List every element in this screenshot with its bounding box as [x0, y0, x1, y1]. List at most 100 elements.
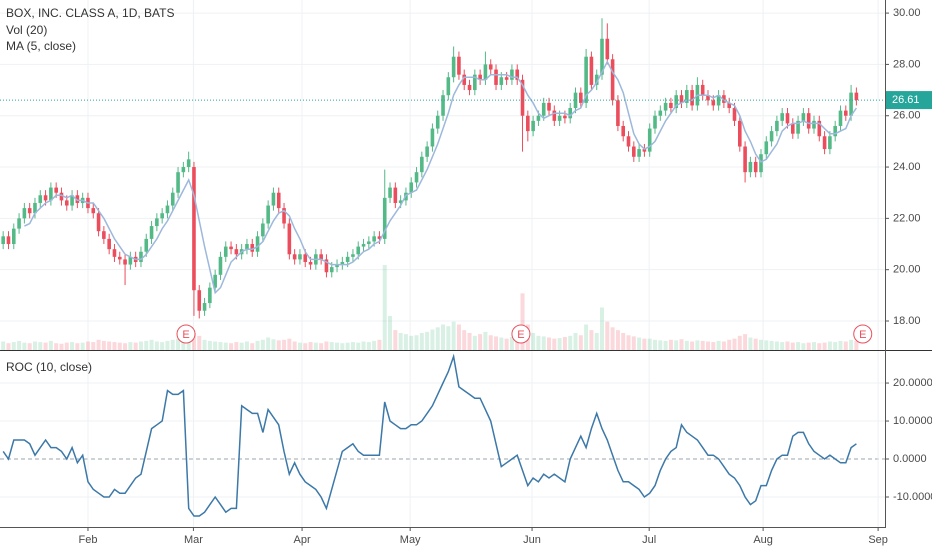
candle-body — [626, 136, 631, 147]
candle-body — [308, 261, 313, 265]
candle-body — [377, 236, 382, 239]
volume-bar — [658, 340, 663, 350]
volume-bar — [202, 339, 207, 350]
volume-bar — [811, 342, 816, 350]
volume-bar — [769, 340, 774, 350]
volume-bar — [849, 339, 854, 350]
volume-bar — [64, 342, 69, 350]
volume-bar — [679, 339, 684, 350]
volume-bar — [176, 338, 181, 350]
volume-bar — [292, 341, 297, 350]
candle-body — [329, 267, 334, 273]
volume-bar — [266, 337, 271, 350]
x-tick-label: Apr — [294, 534, 311, 546]
volume-bar — [329, 342, 334, 350]
candle-body — [91, 208, 96, 214]
candle-body — [255, 236, 260, 252]
volume-bar — [207, 340, 212, 350]
volume-bar — [260, 339, 265, 350]
candle-body — [637, 149, 641, 157]
candle-body — [202, 303, 207, 311]
volume-bar — [531, 333, 536, 350]
candle-body — [658, 110, 663, 116]
candle-body — [589, 56, 594, 85]
volume-bar — [319, 343, 324, 350]
volume-bar — [197, 335, 202, 350]
candle-body — [351, 254, 355, 257]
candle-body — [478, 74, 482, 80]
volume-bar — [833, 342, 838, 350]
earnings-label: E — [182, 329, 189, 341]
volume-bar — [54, 343, 59, 350]
volume-bar — [377, 339, 382, 350]
volume-bar — [827, 341, 832, 350]
volume-bar — [186, 340, 191, 350]
volume-bar — [499, 337, 504, 350]
volume-bar — [324, 341, 329, 350]
roc-line — [2, 353, 857, 517]
volume-bar — [854, 340, 859, 350]
y-tick-label: 24.00 — [893, 161, 921, 173]
volume-bar — [748, 337, 753, 350]
volume-bar — [430, 329, 435, 350]
candle-body — [446, 77, 451, 96]
candle-body — [192, 167, 196, 291]
volume-bar — [647, 338, 652, 350]
candle-body — [292, 254, 297, 260]
candle-body — [139, 251, 143, 262]
candle-body — [494, 69, 498, 85]
candle-body — [764, 141, 769, 155]
candle-body — [822, 136, 827, 150]
volume-bar — [504, 338, 509, 350]
candle-body — [748, 161, 753, 173]
candle-body — [520, 79, 525, 116]
volume-bar — [356, 342, 361, 350]
candle-body — [176, 172, 180, 193]
candle-body — [674, 95, 679, 109]
volume-bar — [536, 335, 541, 350]
candle-body — [393, 187, 398, 203]
candle-body — [435, 115, 440, 129]
candle-body — [467, 84, 472, 91]
volume-bar — [695, 340, 700, 350]
volume-bar — [414, 335, 419, 350]
volume-bar — [372, 340, 377, 350]
candle-body — [54, 187, 58, 193]
candle-body — [245, 244, 249, 250]
volume-bar — [674, 340, 679, 350]
volume-bar — [631, 336, 636, 350]
y2-tick-label: 10.0000 — [893, 415, 932, 427]
volume-bar — [435, 327, 440, 350]
candle-body — [340, 261, 345, 265]
volume-bar — [244, 341, 249, 350]
volume-legend: Vol (20) — [6, 23, 47, 37]
volume-bar — [446, 326, 451, 350]
roc-legend: ROC (10, close) — [6, 360, 92, 374]
candle-body — [441, 95, 445, 116]
volume-bar — [547, 337, 552, 350]
candle-body — [382, 197, 387, 239]
candle-body — [647, 128, 652, 152]
volume-bar — [335, 342, 340, 350]
x-tick-label: Sep — [868, 534, 888, 546]
volume-bar — [287, 338, 292, 350]
candle-body — [690, 90, 694, 106]
candle-body — [123, 259, 127, 265]
candle-body — [700, 84, 705, 96]
candle-body — [276, 192, 281, 209]
candle-body — [282, 208, 286, 224]
candle-body — [621, 125, 626, 137]
candle-body — [261, 223, 265, 237]
volume-bar — [271, 339, 276, 350]
volume-bar — [785, 341, 790, 350]
candle-body — [563, 115, 567, 119]
volume-bar — [250, 343, 255, 350]
candle-body — [515, 69, 520, 80]
candle-body — [790, 123, 795, 134]
candle-body — [510, 69, 514, 80]
candle-body — [197, 290, 202, 311]
volume-bar — [223, 342, 228, 350]
volume-bar — [774, 341, 779, 350]
candle-body — [430, 128, 435, 147]
candle-body — [75, 195, 80, 203]
